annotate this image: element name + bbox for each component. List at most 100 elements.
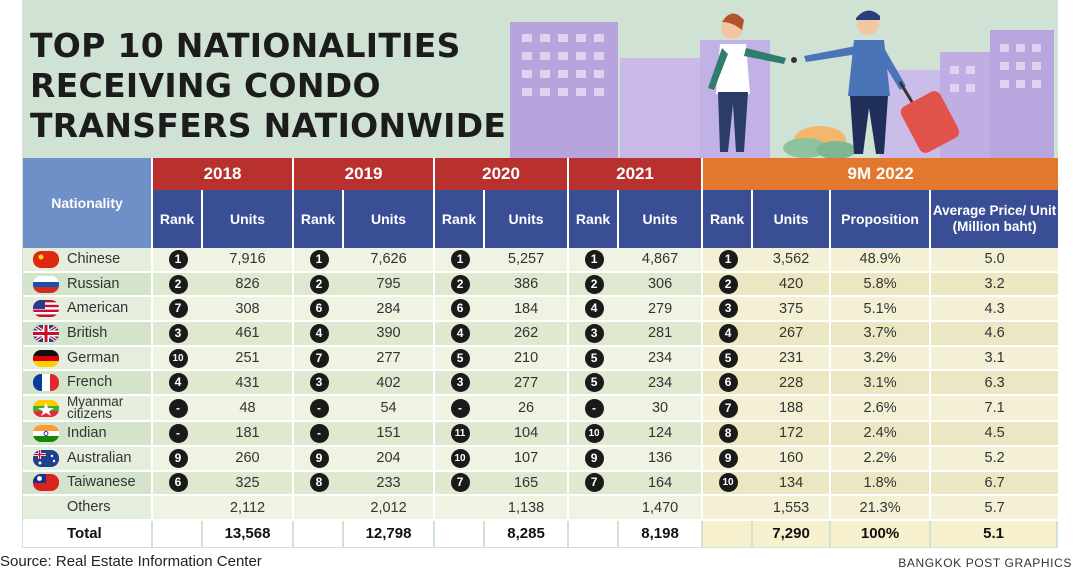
rank-cell: 1 bbox=[703, 248, 754, 273]
nationality-cell: American bbox=[23, 297, 153, 323]
table-row: British 3 461 4 390 4 262 3 281 4 267 3.7% 4.6 bbox=[23, 322, 1059, 347]
rank-cell: 1 bbox=[435, 248, 486, 273]
proposition-cell: 3.1% bbox=[831, 371, 932, 397]
proposition-cell: 1.8% bbox=[831, 471, 932, 497]
rank-column-header: Rank bbox=[435, 190, 486, 248]
units-cell: 234 bbox=[619, 371, 704, 397]
units-cell: 7,916 bbox=[203, 248, 295, 273]
avg-price-cell: 4.6 bbox=[931, 322, 1059, 347]
units-cell: 5,257 bbox=[485, 248, 570, 273]
table-row: Myanmar citizens -48-54-26-30 7 188 2.6% 7.1 bbox=[23, 395, 1059, 423]
handover-illustration bbox=[510, 10, 1054, 160]
rank-cell: 5 bbox=[703, 346, 754, 372]
units-column-header: Units bbox=[203, 190, 295, 248]
year-header-row: Nationality 2018 2019 2020 2021 9M 2022 bbox=[23, 158, 1059, 248]
rank-cell: 11 bbox=[435, 422, 486, 447]
rank-badge: 3 bbox=[309, 373, 329, 393]
rank-cell: 10 bbox=[569, 422, 620, 447]
units-cell: 375 bbox=[753, 297, 832, 323]
units-cell: 2,012 bbox=[344, 496, 436, 521]
units-cell: 461 bbox=[203, 322, 295, 347]
units-cell: 279 bbox=[619, 297, 704, 323]
units-cell: 172 bbox=[753, 422, 832, 447]
rank-cell: 4 bbox=[569, 297, 620, 323]
avg-price-cell: 3.2 bbox=[931, 272, 1059, 298]
rank-cell: 7 bbox=[153, 297, 203, 323]
rank-badge: 11 bbox=[450, 423, 470, 443]
units-cell: 107 bbox=[485, 446, 570, 472]
table-row: Indian -181-151 11 104 10 124 8 172 2.4% 4.5 bbox=[23, 422, 1059, 447]
avg-price-cell: 5.0 bbox=[931, 248, 1059, 273]
rank-cell: 10 bbox=[703, 471, 754, 497]
rank-cell: 9 bbox=[294, 446, 345, 472]
units-column-header: Units bbox=[753, 190, 832, 248]
period-header: 2020 bbox=[435, 158, 570, 190]
graphics-credit: BANGKOK POST GRAPHICS bbox=[898, 556, 1072, 570]
rank-badge: - bbox=[309, 423, 329, 443]
rank-badge: 1 bbox=[718, 249, 738, 269]
avg-price-cell: 4.5 bbox=[931, 422, 1059, 447]
units-cell: 231 bbox=[753, 346, 832, 372]
total-units-cell: 7,290 bbox=[753, 520, 832, 547]
table-row: Others 2,112 2,012 1,138 1,470 1,553 21.3% 5.7 bbox=[23, 496, 1059, 521]
units-column-header: Units bbox=[344, 190, 436, 248]
units-cell: 160 bbox=[753, 446, 832, 472]
units-cell: 184 bbox=[485, 297, 570, 323]
units-cell: 267 bbox=[753, 322, 832, 347]
proposition-cell: 3.2% bbox=[831, 346, 932, 372]
table-row: American 7 308 6 284 6 184 4 279 3 375 5.1% 4.3 bbox=[23, 297, 1059, 323]
period-header: 9M 2022 bbox=[703, 158, 1059, 190]
rank-cell: 3 bbox=[703, 297, 754, 323]
table-row: Taiwanese 6 325 8 233 7 165 7 164 10 134 1.8% 6.7 bbox=[23, 471, 1059, 497]
rank-cell: 4 bbox=[153, 371, 203, 397]
units-cell: 228 bbox=[753, 371, 832, 397]
nationality-cell: French bbox=[23, 371, 153, 397]
rank-badge: - bbox=[168, 398, 188, 418]
nationality-cell: German bbox=[23, 346, 153, 372]
rank-cell: 1 bbox=[153, 248, 203, 273]
nationality-cell: Russian bbox=[23, 272, 153, 298]
units-cell: 251 bbox=[203, 346, 295, 372]
rank-badge: - bbox=[450, 398, 470, 418]
nationality-cell: British bbox=[23, 322, 153, 347]
rank-cell: - bbox=[153, 396, 203, 423]
rank-cell: 7 bbox=[569, 471, 620, 497]
rank-badge: 2 bbox=[584, 274, 604, 294]
units-cell: 420 bbox=[753, 272, 832, 298]
uk-flag-icon bbox=[33, 324, 59, 342]
rank-badge: 7 bbox=[450, 473, 470, 493]
rank-badge: 9 bbox=[584, 448, 604, 468]
rank-cell: 2 bbox=[703, 272, 754, 298]
rank-badge: - bbox=[309, 398, 329, 418]
rank-cell: 8 bbox=[294, 471, 345, 497]
units-cell: 233 bbox=[344, 471, 436, 497]
rank-badge: 6 bbox=[718, 373, 738, 393]
rank-cell: 3 bbox=[569, 322, 620, 347]
rank-cell: - bbox=[569, 396, 620, 423]
units-cell: 2,112 bbox=[203, 496, 295, 521]
rank-column-header: Rank bbox=[153, 190, 203, 248]
proposition-cell: 2.2% bbox=[831, 446, 932, 472]
units-cell: 325 bbox=[203, 471, 295, 497]
rank-badge: 7 bbox=[718, 398, 738, 418]
table-row: Russian 2 826 2 795 2 386 2 306 2 420 5.8% 3.2 bbox=[23, 272, 1059, 298]
units-cell: 262 bbox=[485, 322, 570, 347]
rank-cell: - bbox=[435, 396, 486, 423]
rank-cell: 7 bbox=[435, 471, 486, 497]
plant-icon bbox=[783, 126, 856, 159]
units-cell: 431 bbox=[203, 371, 295, 397]
rank-column-header: Rank bbox=[703, 190, 754, 248]
rank-badge: 8 bbox=[309, 473, 329, 493]
woman-figure-icon bbox=[708, 13, 786, 152]
rank-cell: 1 bbox=[569, 248, 620, 273]
rank-cell: 2 bbox=[294, 272, 345, 298]
rank-badge: 7 bbox=[584, 473, 604, 493]
units-cell: 284 bbox=[344, 297, 436, 323]
rank-cell: 10 bbox=[153, 346, 203, 372]
units-cell: 26 bbox=[485, 396, 570, 423]
rank-cell: 3 bbox=[153, 322, 203, 347]
rank-cell: 6 bbox=[703, 371, 754, 397]
avg-price-column-header: Average Price/ Unit (Million baht) bbox=[931, 190, 1059, 248]
total-units-cell: 13,568 bbox=[203, 520, 295, 547]
proposition-cell: 2.4% bbox=[831, 422, 932, 447]
